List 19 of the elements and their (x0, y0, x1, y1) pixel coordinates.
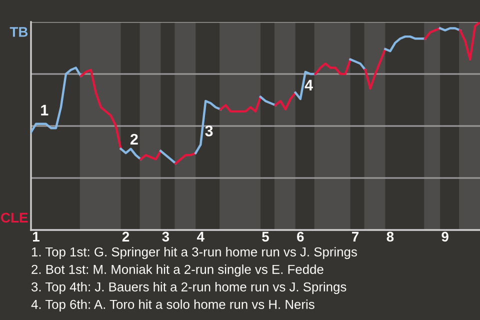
x-tick-label: 4 (196, 232, 204, 242)
text: 3. Top 4th: J. Bauers hit a 2-run home run vs J. Springs (31, 282, 346, 294)
text: CLE (1, 212, 28, 223)
x-tick-label: 9 (442, 232, 448, 242)
text: TB (10, 27, 28, 37)
x-tick-label: 6 (297, 232, 304, 242)
annotation: 3 (205, 126, 213, 136)
x-tick-label: 2 (122, 232, 130, 242)
x-tick-label: 1 (33, 232, 40, 242)
x-tick-label: 3 (162, 232, 170, 242)
x-tick-label: 8 (386, 232, 394, 242)
annotation: 2 (130, 134, 138, 144)
text: 4. Top 6th: A. Toro hit a solo home run vs H. Neris (31, 299, 314, 312)
annotation: 1 (41, 104, 48, 116)
x-tick-label: 5 (262, 232, 269, 242)
x-tick-label: 7 (352, 232, 359, 242)
text: 2. Bot 1st: M. Moniak hit a 2-run single vs E. Fedde (32, 264, 324, 277)
text: 1. Top 1st: G. Springer hit a 3-run home run vs J. Springs (32, 246, 357, 260)
annotation: 4 (304, 80, 313, 90)
